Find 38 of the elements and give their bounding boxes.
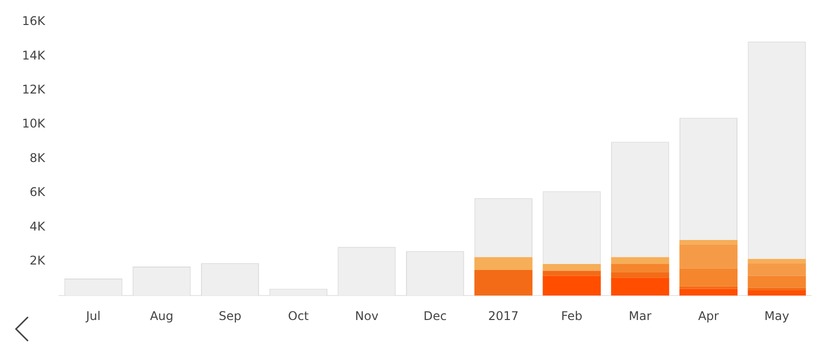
- bar: [474, 270, 532, 296]
- y-tick-label: 6K: [30, 185, 46, 200]
- bar: [611, 272, 670, 278]
- bar: [474, 257, 532, 270]
- x-tick-label: May: [764, 308, 790, 323]
- x-tick-label: Apr: [698, 308, 719, 323]
- bar: [748, 263, 806, 276]
- bar: [679, 244, 738, 268]
- bar: [748, 258, 806, 264]
- y-tick-label: 10K: [22, 116, 46, 131]
- bar: [542, 264, 601, 271]
- bar: [611, 278, 670, 296]
- y-tick-label: 4K: [30, 219, 46, 234]
- x-tick-label: Oct: [288, 308, 310, 323]
- x-tick-label: Mar: [628, 308, 652, 323]
- x-tick-label: 2017: [488, 308, 519, 323]
- bar: [748, 288, 806, 290]
- y-tick-label: 8K: [30, 150, 46, 165]
- x-tick-label: Jul: [85, 308, 101, 323]
- x-tick-label: Sep: [218, 308, 242, 323]
- y-tick-label: 14K: [22, 48, 46, 62]
- bar: [542, 270, 601, 276]
- x-tick-label: Aug: [150, 308, 174, 323]
- x-tick-label: Feb: [561, 308, 582, 323]
- y-tick-label: 2K: [30, 254, 46, 268]
- x-tick-label: Dec: [423, 308, 447, 323]
- bar: [748, 290, 806, 296]
- bar: [611, 257, 670, 264]
- bar: [679, 286, 738, 289]
- y-tick-label: 12K: [22, 82, 46, 97]
- bar: [679, 240, 738, 244]
- bar: [542, 276, 601, 296]
- bar: [679, 288, 738, 296]
- bar: [679, 268, 738, 286]
- x-tick-label: Nov: [355, 308, 378, 323]
- bar: [748, 276, 806, 288]
- bar: [611, 264, 670, 273]
- y-tick-label: 16K: [22, 14, 46, 28]
